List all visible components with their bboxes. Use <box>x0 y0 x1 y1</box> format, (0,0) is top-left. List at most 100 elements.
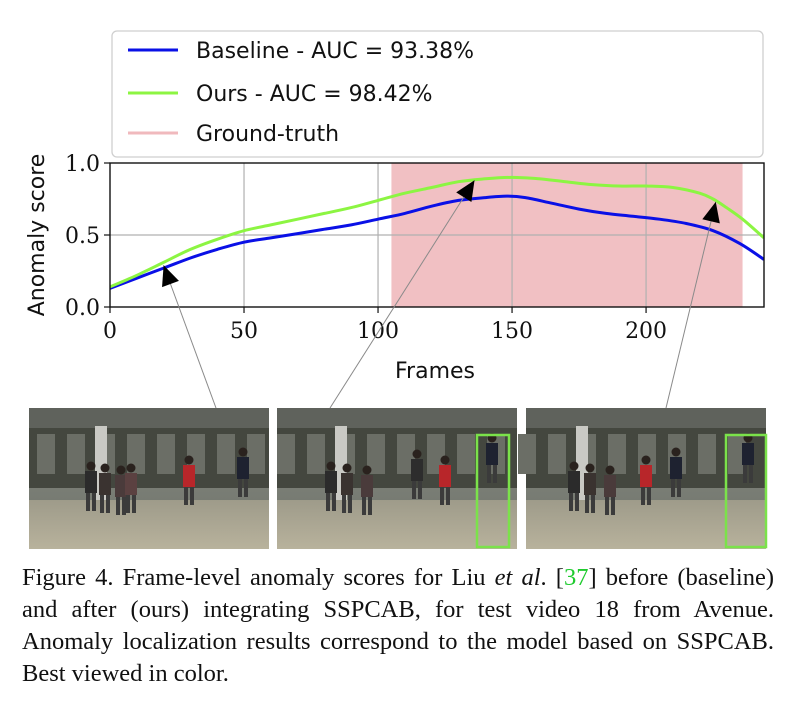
frame-window <box>67 434 85 474</box>
frame-window <box>548 434 566 474</box>
person-head <box>569 461 579 471</box>
person-leg <box>342 495 346 513</box>
series-line-baseline <box>110 194 764 290</box>
person-leg <box>611 497 615 515</box>
person-head <box>342 463 352 473</box>
person-body <box>183 465 195 487</box>
annotation-leader-line <box>329 180 475 409</box>
frame-window <box>217 434 235 474</box>
person-leg <box>86 493 90 511</box>
frame-roof <box>277 408 517 428</box>
person-body <box>411 459 423 481</box>
y-tick-label: 1.0 <box>65 152 100 177</box>
frame-window <box>397 434 415 474</box>
frame-window <box>157 434 175 474</box>
reference-link[interactable]: 37 <box>563 564 589 591</box>
annotation-arrowhead <box>702 201 720 224</box>
person-leg <box>749 465 753 483</box>
frame-window <box>307 434 325 474</box>
series-line-ours <box>110 175 764 289</box>
frame-window <box>427 434 445 474</box>
frame-ground <box>277 500 517 549</box>
plot-area: 050100150200 0.00.51.0 Frames Anomaly sc… <box>25 152 765 384</box>
person-body <box>604 475 616 497</box>
person-leg <box>106 495 110 513</box>
person-leg <box>190 487 194 505</box>
y-axis-label: Anomaly score <box>25 154 50 317</box>
legend-box <box>111 30 764 158</box>
person-body <box>640 465 652 487</box>
legend-label-baseline: Baseline - AUC = 93.38% <box>196 39 474 64</box>
person-leg <box>244 479 248 497</box>
frame-window <box>247 434 265 474</box>
video-frame-right <box>518 408 768 549</box>
x-tick-label: 150 <box>491 319 533 344</box>
person-body <box>125 473 137 495</box>
x-axis-label: Frames <box>395 359 475 384</box>
video-frame-middle <box>277 408 517 549</box>
person-leg <box>184 487 188 505</box>
person-leg <box>100 495 104 513</box>
person-leg <box>677 479 681 497</box>
person-head <box>412 449 422 459</box>
person-head <box>126 463 136 473</box>
person-leg <box>605 497 609 515</box>
figure-caption: Figure 4. Frame-level anomaly scores for… <box>22 564 774 687</box>
y-axis: 0.0 0.5 1.0 <box>65 152 110 321</box>
person-leg <box>368 497 372 515</box>
person-leg <box>585 495 589 513</box>
x-tick-label: 200 <box>625 319 667 344</box>
person-head <box>641 455 651 465</box>
person-leg <box>238 479 242 497</box>
person-leg <box>418 481 422 499</box>
frame-ground <box>526 500 766 549</box>
person-leg <box>743 465 747 483</box>
person-head <box>671 447 681 457</box>
person-body <box>341 473 353 495</box>
frame-window <box>518 434 536 474</box>
annotations <box>162 180 720 409</box>
person-head <box>605 465 615 475</box>
legend: Baseline - AUC = 93.38% Ours - AUC = 98.… <box>111 30 764 158</box>
annotation-arrowhead <box>456 180 475 202</box>
legend-label-ground-truth: Ground-truth <box>196 122 339 147</box>
annotation-arrowhead <box>162 265 179 288</box>
person-leg <box>132 495 136 513</box>
person-leg <box>92 493 96 511</box>
person-head <box>238 447 248 457</box>
person-body <box>568 471 580 493</box>
x-axis: 050100150200 <box>103 307 667 344</box>
person-leg <box>671 479 675 497</box>
person-leg <box>348 495 352 513</box>
person-leg <box>487 465 491 483</box>
legend-label-ours: Ours - AUC = 98.42% <box>196 82 433 107</box>
annotation-leader-line <box>665 201 717 409</box>
frames-strip <box>29 408 768 549</box>
person-leg <box>122 497 126 515</box>
frame-window <box>608 434 626 474</box>
person-leg <box>412 481 416 499</box>
person-body <box>742 443 754 465</box>
person-head <box>326 461 336 471</box>
x-tick-label: 50 <box>230 319 258 344</box>
frame-window <box>698 434 716 474</box>
y-tick-label: 0.0 <box>65 296 100 321</box>
person-leg <box>493 465 497 483</box>
person-body <box>85 471 97 493</box>
person-head <box>585 463 595 473</box>
frame-window <box>728 434 746 474</box>
person-leg <box>575 493 579 511</box>
frame-ground <box>29 500 269 549</box>
person-leg <box>591 495 595 513</box>
person-body <box>99 473 111 495</box>
frame-window <box>457 434 475 474</box>
person-body <box>361 475 373 497</box>
person-leg <box>116 497 120 515</box>
anomaly-bounding-box <box>724 433 768 549</box>
person-body <box>486 443 498 465</box>
video-frame-left <box>29 408 269 549</box>
frame-window <box>37 434 55 474</box>
x-tick-label: 0 <box>103 319 117 344</box>
person-leg <box>362 497 366 515</box>
